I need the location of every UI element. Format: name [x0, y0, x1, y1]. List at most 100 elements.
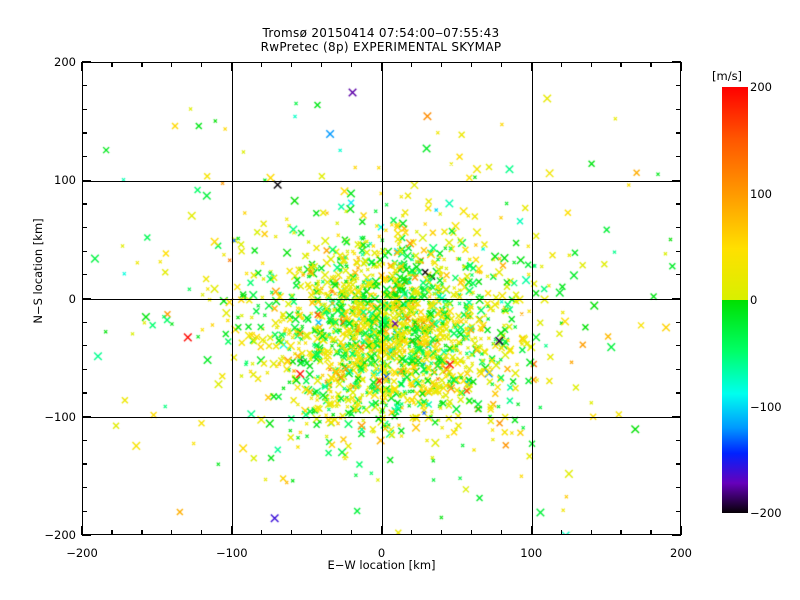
y-tick-right — [676, 203, 681, 205]
y-tick — [82, 297, 91, 300]
gridline-vertical — [232, 63, 234, 534]
y-tick — [82, 439, 87, 442]
x-tick-top — [410, 62, 413, 67]
colorbar-gradient — [722, 87, 748, 513]
x-tick-top — [500, 62, 502, 67]
x-tick — [680, 526, 682, 535]
y-tick — [82, 155, 87, 158]
y-tick — [82, 392, 87, 394]
x-tick-top — [590, 62, 592, 67]
y-tick — [82, 108, 87, 110]
colorbar-tick-label: 0 — [750, 293, 758, 307]
y-tick — [82, 345, 87, 347]
x-tick — [650, 530, 652, 535]
y-tick-right — [672, 297, 681, 300]
figure-title: Tromsø 20150414 07:54:00‒07:55:43 RwPret… — [0, 26, 762, 54]
x-tick-top — [261, 62, 263, 67]
x-tick — [440, 530, 443, 535]
x-tick-top — [440, 62, 443, 67]
y-tick — [82, 179, 91, 181]
x-tick — [530, 526, 532, 535]
colorbar-tick-label: 100 — [750, 186, 772, 201]
y-tick-label: 200 — [54, 55, 76, 69]
colorbar-tick-label: −200 — [750, 506, 782, 520]
x-tick — [231, 526, 233, 535]
y-tick — [82, 416, 91, 418]
x-tick-top — [231, 62, 233, 71]
y-tick-right — [676, 132, 681, 134]
y-tick — [82, 61, 91, 63]
x-tick — [201, 530, 203, 535]
y-tick — [82, 274, 87, 276]
x-tick — [590, 530, 592, 535]
y-tick-right — [672, 416, 681, 418]
y-tick — [82, 250, 87, 252]
x-tick — [81, 526, 83, 535]
plot-area[interactable] — [82, 62, 681, 535]
y-axis-label: N−S location [km] — [31, 218, 45, 324]
x-tick-top — [680, 62, 682, 71]
y-tick-right — [672, 534, 681, 536]
y-tick — [82, 368, 87, 371]
gridline-vertical — [381, 63, 384, 534]
x-tick-top — [560, 62, 562, 67]
colorbar-tick-label: −100 — [750, 399, 782, 414]
x-axis-label: E−W location [km] — [327, 558, 436, 572]
x-tick — [171, 530, 173, 535]
x-tick — [500, 530, 502, 535]
x-tick-top — [81, 62, 83, 71]
colorbar-tick-label: 200 — [750, 80, 772, 94]
y-tick-right — [676, 155, 681, 158]
y-tick-right — [676, 510, 681, 512]
y-tick-right — [676, 487, 681, 489]
x-tick — [350, 530, 353, 535]
y-tick-right — [676, 463, 681, 465]
x-tick — [261, 530, 263, 535]
x-tick-top — [291, 62, 293, 67]
x-tick — [620, 530, 622, 535]
x-tick-top — [171, 62, 173, 67]
y-tick-right — [676, 392, 681, 394]
gridline-horizontal — [83, 417, 680, 419]
x-tick — [320, 530, 323, 535]
y-tick-right — [676, 108, 681, 110]
y-tick-right — [676, 274, 681, 276]
y-tick-right — [676, 345, 681, 347]
x-tick — [410, 530, 413, 535]
x-tick-top — [350, 62, 353, 67]
x-tick-top — [320, 62, 323, 67]
y-tick-right — [672, 61, 681, 63]
title-line-secondary: RwPretec (8p) EXPERIMENTAL SKYMAP — [260, 40, 502, 54]
y-tick-right — [676, 250, 681, 252]
x-tick-top — [620, 62, 622, 67]
x-tick-top — [530, 62, 532, 71]
y-tick — [82, 132, 87, 134]
x-tick — [141, 530, 143, 535]
y-tick-right — [676, 85, 681, 87]
y-tick — [82, 85, 87, 87]
y-tick-right — [676, 321, 681, 323]
gridline-horizontal — [83, 298, 680, 301]
gridline-vertical — [531, 63, 533, 534]
y-tick-label: −200 — [44, 528, 76, 542]
x-tick-top — [380, 62, 383, 71]
y-tick — [82, 226, 87, 229]
gridline-horizontal — [83, 180, 680, 182]
x-tick — [470, 530, 472, 535]
x-tick-top — [650, 62, 652, 67]
y-tick-right — [676, 226, 681, 229]
y-tick — [82, 203, 87, 205]
y-tick-right — [676, 439, 681, 442]
y-tick — [82, 510, 87, 512]
y-tick-right — [672, 179, 681, 181]
x-tick-top — [111, 62, 113, 67]
x-tick-top — [470, 62, 472, 67]
x-tick — [291, 530, 293, 535]
x-tick — [380, 526, 383, 535]
x-tick-top — [141, 62, 143, 67]
colorbar-unit-label: [m/s] — [712, 69, 743, 83]
colorbar[interactable]: 200 100 0 −100 −200 — [722, 80, 782, 520]
x-tick — [560, 530, 562, 535]
y-tick-label: −100 — [44, 409, 76, 424]
